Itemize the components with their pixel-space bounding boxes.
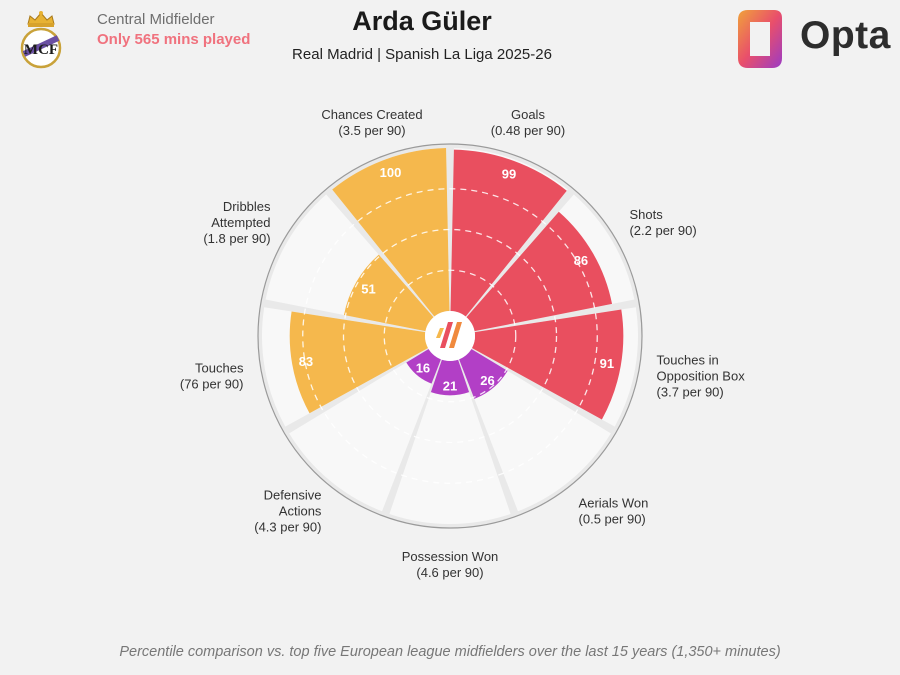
- percentile-label: 86: [574, 253, 588, 268]
- metric-label: Touches (76 per 90): [180, 361, 244, 392]
- metric-label: Dribbles Attempted (1.8 per 90): [203, 199, 271, 246]
- opta-logo-icon: [738, 10, 782, 68]
- metric-label: Aerials Won (0.5 per 90): [579, 496, 649, 527]
- percentile-label: 99: [502, 167, 516, 182]
- radar-bar-possession-won: [430, 359, 470, 396]
- radar-sector-background: [459, 348, 611, 512]
- radar-bar-touches: [289, 311, 429, 414]
- player-position: Central Midfielder: [97, 11, 215, 28]
- metric-label: Shots (2.2 per 90): [629, 207, 696, 238]
- radar-sector-background: [389, 359, 511, 524]
- metric-label: Chances Created (3.5 per 90): [321, 107, 422, 138]
- minutes-played-note: Only 565 mins played: [97, 31, 251, 48]
- radar-grid-ring: [342, 228, 558, 444]
- metric-label: Touches in Opposition Box (3.7 per 90): [657, 353, 746, 400]
- radar-grid-ring: [302, 188, 598, 484]
- player-subtitle: Real Madrid | Spanish La Liga 2025-26: [292, 46, 552, 63]
- footnote: Percentile comparison vs. top five Europ…: [119, 644, 781, 660]
- percentile-label: 16: [416, 361, 430, 376]
- real-madrid-crest-icon: MCF: [20, 11, 62, 69]
- page-title: Arda Güler: [352, 6, 492, 36]
- radar-bar-chances-created: [332, 148, 450, 317]
- percentile-label: 51: [361, 281, 375, 296]
- center-logo-icon: [436, 322, 462, 348]
- metric-label: Defensive Actions (4.3 per 90): [254, 488, 322, 535]
- percentile-label: 83: [299, 354, 313, 369]
- radar-bar-defensive-actions: [406, 348, 441, 384]
- radar-bar-goals: [450, 149, 567, 317]
- percentile-label: 26: [480, 373, 494, 388]
- radar-bar-dribbles-attempted: [343, 254, 434, 332]
- percentile-label: 91: [600, 356, 614, 371]
- percentile-radar-chart: 99 86 91 26 21 16 83 51 100 Goals (0.48 per 90) Sho…: [180, 107, 746, 580]
- radar-sector-background: [289, 348, 441, 512]
- metric-label: Goals (0.48 per 90): [491, 107, 565, 138]
- radar-bar-touches-in-opposition-box: [471, 309, 624, 420]
- metric-label: Possession Won (4.6 per 90): [402, 549, 499, 580]
- svg-text:MCF: MCF: [24, 42, 58, 58]
- opta-brand-text: Opta: [800, 14, 891, 57]
- radar-bar-aerials-won: [459, 348, 508, 399]
- percentile-label: 100: [380, 165, 402, 180]
- percentile-label: 21: [443, 379, 457, 394]
- radar-center: [425, 311, 475, 361]
- radar-bar-shots: [466, 211, 613, 332]
- radar-grid-ring: [383, 269, 517, 403]
